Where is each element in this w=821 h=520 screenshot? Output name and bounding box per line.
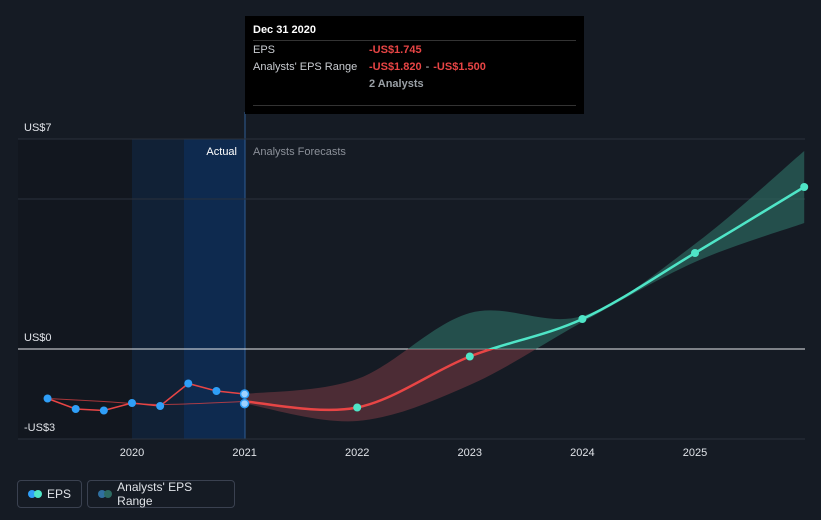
- y-tick-label: US$0: [24, 332, 52, 344]
- x-axis: 2020 2021 2022 2023 2024 2025: [120, 447, 707, 459]
- tooltip: Dec 31 2020 EPS -US$1.745 Analysts' EPS …: [245, 16, 584, 114]
- tooltip-eps-label: EPS: [253, 43, 276, 56]
- forecast-eps-point: [578, 315, 587, 323]
- tooltip-date: Dec 31 2020: [253, 24, 316, 36]
- analysts-eps-range: [244, 151, 805, 422]
- tooltip-range-low: -US$1.820: [369, 60, 422, 73]
- range-band-positive: [407, 151, 805, 349]
- actual-eps-line: [47, 382, 245, 412]
- forecast-eps-point: [691, 249, 699, 257]
- tooltip-eps-value: -US$1.745: [369, 43, 422, 56]
- actual-eps-point: [128, 399, 136, 407]
- tooltip-analysts-row: 2 Analysts: [253, 75, 576, 92]
- legend-eps[interactable]: EPS: [17, 480, 82, 508]
- actual-eps-point: [71, 405, 80, 413]
- actual-eps-point: [99, 406, 108, 415]
- actual-eps-point: [156, 402, 165, 410]
- x-tick-label: 2023: [458, 447, 482, 459]
- range-legend-icon: [98, 490, 112, 498]
- y-tick-label: -US$3: [24, 422, 55, 434]
- x-tick-label: 2020: [120, 447, 144, 459]
- past-shade: [18, 139, 132, 439]
- forecast-line-negative: [244, 349, 496, 412]
- legend-eps-label: EPS: [46, 487, 71, 501]
- forecast-line-positive: [487, 185, 805, 349]
- x-tick-label: 2025: [683, 447, 707, 459]
- eps-legend-icon: [28, 490, 42, 498]
- tooltip-range-sep: -: [425, 60, 430, 73]
- forecast-label: Analysts Forecasts: [253, 146, 346, 158]
- actual-eps-point: [212, 387, 221, 395]
- forecast-eps-point: [465, 352, 474, 361]
- range-band-negative: [244, 349, 537, 422]
- legend-analysts-range[interactable]: Analysts' EPS Range: [87, 480, 235, 508]
- forecast-eps-point: [353, 403, 362, 412]
- tooltip-range-label: Analysts' EPS Range: [253, 60, 358, 73]
- forecast-eps-point: [800, 183, 809, 191]
- y-axis: US$7 US$0 -US$3: [24, 122, 55, 434]
- x-tick-label: 2022: [345, 447, 369, 459]
- tooltip-eps-row: EPS -US$1.745: [253, 40, 576, 58]
- x-tick-label: 2024: [570, 447, 594, 459]
- tooltip-range-high: -US$1.500: [433, 60, 486, 73]
- eps-points: [43, 183, 809, 415]
- eps-lines: [47, 185, 805, 412]
- actual-eps-point: [184, 379, 193, 388]
- past-shade-mid: [132, 139, 184, 439]
- actual-label: Actual: [206, 146, 237, 158]
- tooltip-range-row: Analysts' EPS Range -US$1.820 - -US$1.50…: [253, 58, 576, 75]
- x-tick-label: 2021: [232, 447, 256, 459]
- tooltip-analysts: 2 Analysts: [369, 77, 424, 90]
- y-tick-label: US$7: [24, 122, 52, 134]
- tooltip-divider: [253, 105, 576, 106]
- legend-range-label: Analysts' EPS Range: [117, 480, 193, 508]
- actual-eps-point: [239, 398, 250, 409]
- actual-eps-point: [239, 389, 250, 399]
- actual-eps-point: [43, 394, 52, 403]
